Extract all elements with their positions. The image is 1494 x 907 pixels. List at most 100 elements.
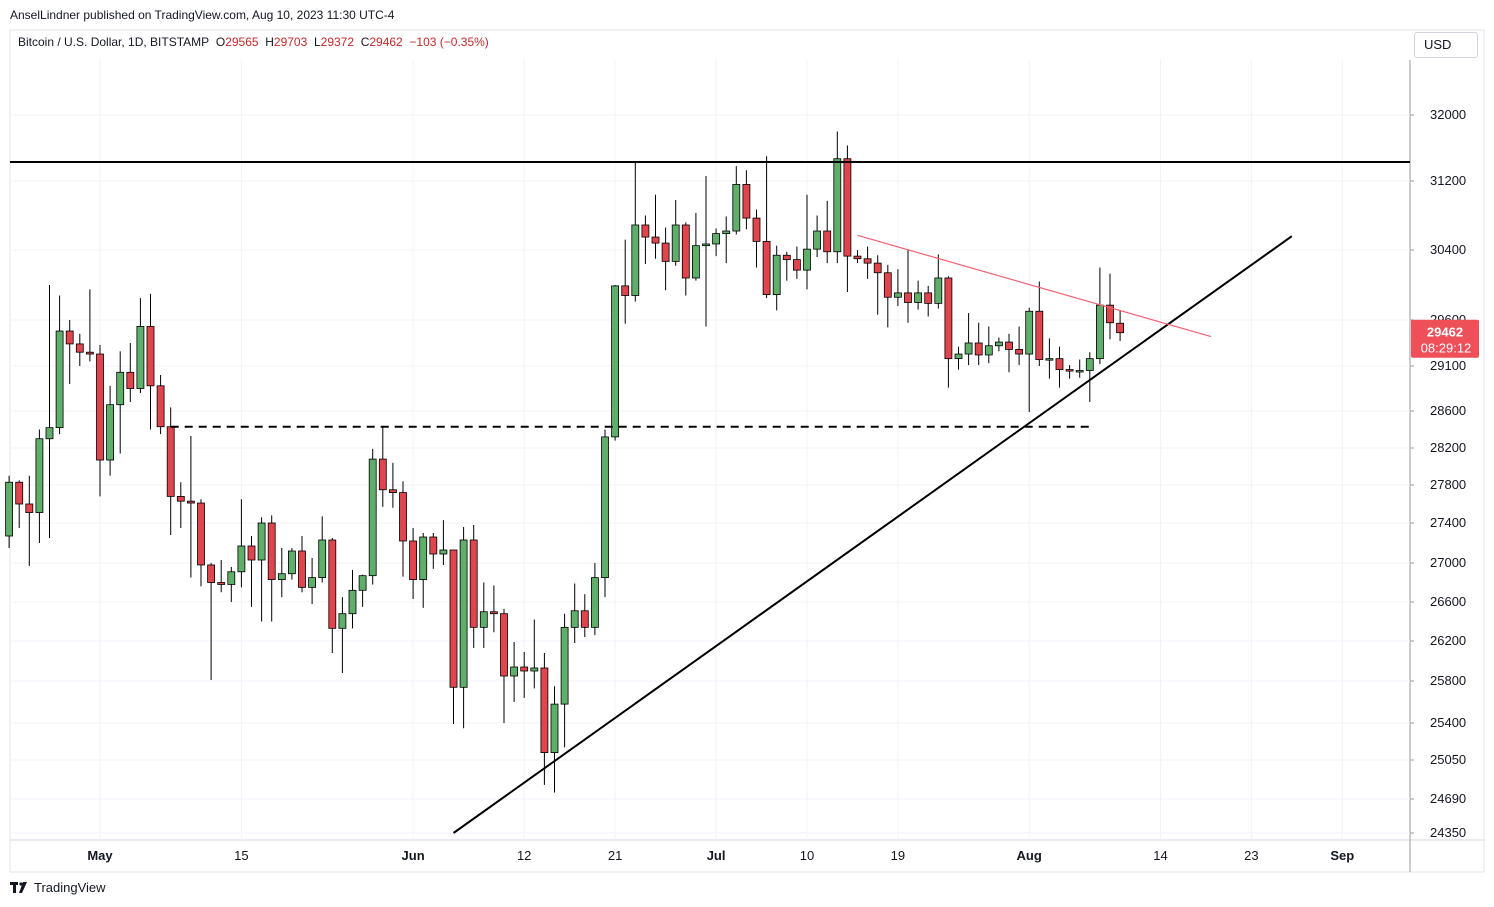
candle-body — [570, 610, 579, 628]
candle-body — [1085, 358, 1094, 371]
candle — [75, 333, 84, 366]
candle-body — [287, 550, 296, 575]
low-value: 29372 — [320, 35, 355, 49]
candle-body — [156, 385, 165, 428]
price-tag-countdown: 08:29:12 — [1421, 341, 1472, 356]
candle-body — [429, 536, 438, 555]
candle — [560, 613, 569, 748]
candle — [914, 280, 922, 310]
candle-body — [560, 626, 569, 705]
candle — [55, 295, 64, 435]
candle — [86, 289, 94, 362]
candle-body — [378, 458, 387, 491]
high-label: H — [265, 35, 274, 49]
candle-body — [601, 436, 609, 579]
candle-body — [126, 371, 135, 389]
candle-body — [55, 330, 64, 429]
symbol-title: Bitcoin / U.S. Dollar, 1D, BITSTAMP — [18, 35, 210, 49]
candle-body — [439, 549, 448, 555]
candle-body — [591, 577, 599, 628]
close-label: C — [360, 35, 370, 49]
candle-body — [298, 550, 306, 588]
y-tick-label: 27800 — [1430, 477, 1466, 492]
candle — [298, 536, 306, 593]
candle — [399, 481, 407, 577]
candle — [96, 344, 104, 497]
y-tick-label: 27000 — [1430, 555, 1466, 570]
footer-brand-text: TradingView — [34, 880, 106, 895]
candle — [702, 176, 710, 327]
y-tick-label: 29100 — [1430, 358, 1466, 373]
candle-body — [86, 351, 94, 355]
candle-body — [146, 326, 155, 387]
currency-button[interactable]: USD — [1414, 32, 1478, 58]
candle — [995, 337, 1003, 352]
candle — [338, 597, 347, 673]
candle-body — [399, 492, 407, 542]
candle-body — [459, 539, 468, 688]
open-label: O — [215, 35, 226, 49]
candle-body — [580, 610, 589, 628]
candle-body — [883, 272, 892, 298]
candles — [5, 131, 1124, 793]
candle — [631, 162, 640, 302]
candle — [116, 351, 125, 454]
candle — [1055, 346, 1064, 388]
candle-body — [237, 545, 246, 573]
candle-body — [944, 277, 953, 360]
candle-body — [186, 500, 195, 504]
x-tick-label: 14 — [1153, 848, 1167, 863]
close-value: 29462 — [369, 35, 403, 49]
candle-body — [712, 233, 720, 245]
y-tick-label: 25050 — [1430, 752, 1466, 767]
candle-body — [1106, 304, 1114, 324]
candle-body — [510, 666, 519, 677]
time-axis[interactable]: May 15 Jun 12 21 Jul 10 19 Aug 14 23 Sep — [87, 848, 1354, 863]
y-tick-label: 26600 — [1430, 594, 1466, 609]
candle — [1116, 310, 1124, 341]
candle-body — [247, 545, 256, 561]
ascending-trendline — [452, 235, 1293, 834]
candle-body — [752, 217, 761, 242]
candle-body — [631, 224, 640, 296]
x-tick-label: May — [87, 848, 113, 863]
candle-body — [45, 427, 54, 440]
candle-body — [843, 158, 852, 257]
candle-body — [863, 258, 872, 264]
price-axis[interactable]: 3200031200304002960029100286002820027800… — [1410, 107, 1466, 840]
candle — [25, 475, 34, 566]
candle-body — [1055, 358, 1064, 371]
candle — [570, 583, 579, 643]
candle — [873, 255, 882, 315]
candle — [287, 548, 296, 580]
candle — [217, 560, 226, 593]
candle — [671, 199, 680, 266]
candle-body — [348, 589, 357, 615]
candle-body — [368, 458, 377, 577]
footer-brand[interactable]: TradingView — [10, 880, 106, 895]
candle-body — [661, 242, 670, 262]
candle-body — [257, 522, 266, 561]
candle — [611, 285, 619, 441]
candle — [146, 293, 155, 430]
candle — [429, 533, 438, 569]
candle-body — [934, 277, 943, 304]
candle — [904, 249, 912, 323]
candle — [368, 448, 377, 585]
candle — [732, 166, 741, 235]
candle-body — [813, 230, 821, 250]
candle — [358, 574, 367, 607]
x-tick-label: 23 — [1244, 848, 1258, 863]
candle — [1015, 326, 1023, 366]
candle-body — [1025, 310, 1034, 355]
candle — [136, 298, 145, 393]
candle — [257, 517, 266, 622]
candle-body — [823, 230, 832, 253]
ohlc-legend: Bitcoin / U.S. Dollar, 1D, BITSTAMP O295… — [18, 35, 489, 49]
candle — [15, 480, 24, 528]
candle — [186, 435, 195, 578]
x-tick-label: 21 — [608, 848, 622, 863]
candle — [247, 536, 256, 607]
candle-body — [873, 262, 882, 274]
